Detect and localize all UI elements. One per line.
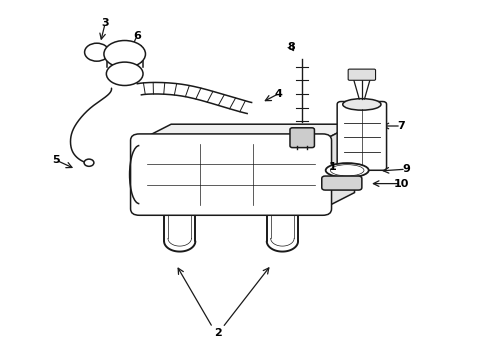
FancyBboxPatch shape bbox=[130, 134, 331, 215]
FancyBboxPatch shape bbox=[337, 102, 386, 170]
Text: 4: 4 bbox=[274, 89, 282, 99]
Ellipse shape bbox=[113, 66, 136, 81]
Ellipse shape bbox=[342, 99, 380, 110]
Text: 3: 3 bbox=[101, 18, 109, 28]
Ellipse shape bbox=[330, 165, 363, 176]
Text: 9: 9 bbox=[401, 164, 409, 174]
Polygon shape bbox=[139, 124, 354, 140]
Text: 5: 5 bbox=[52, 155, 60, 165]
Text: 10: 10 bbox=[392, 179, 408, 189]
Polygon shape bbox=[137, 82, 251, 113]
Polygon shape bbox=[322, 124, 354, 209]
Circle shape bbox=[84, 43, 109, 61]
Ellipse shape bbox=[111, 45, 138, 63]
Text: 6: 6 bbox=[133, 31, 141, 41]
FancyBboxPatch shape bbox=[289, 128, 314, 148]
FancyBboxPatch shape bbox=[321, 176, 361, 190]
Text: 8: 8 bbox=[286, 42, 294, 52]
Ellipse shape bbox=[104, 40, 145, 67]
Ellipse shape bbox=[325, 163, 368, 177]
Circle shape bbox=[84, 159, 94, 166]
Text: 2: 2 bbox=[213, 328, 221, 338]
FancyBboxPatch shape bbox=[347, 69, 375, 80]
Text: 1: 1 bbox=[328, 162, 336, 172]
Ellipse shape bbox=[106, 62, 143, 85]
Text: 7: 7 bbox=[396, 121, 404, 131]
